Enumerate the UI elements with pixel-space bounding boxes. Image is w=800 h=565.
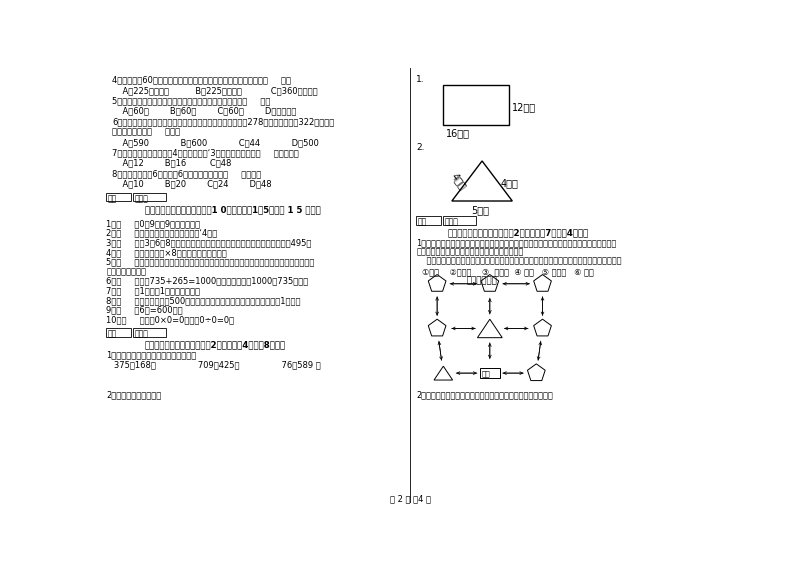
Text: A．10        B．20        C．24        D．48: A．10 B．20 C．24 D．48 xyxy=(112,180,272,189)
Text: A．12        B．16         C．48: A．12 B．16 C．48 xyxy=(112,159,232,168)
Text: A．225平方分米          B．225平方厘米           C．360平方厘米: A．225平方分米 B．225平方厘米 C．360平方厘米 xyxy=(112,86,318,95)
Bar xyxy=(480,368,500,378)
Text: 评卷人: 评卷人 xyxy=(135,194,149,203)
Text: 5．（     ）用同一条铁丝先围成一个最大的正方形，再围成一个最大的长方形，长方形和正: 5．（ ）用同一条铁丝先围成一个最大的正方形，再围成一个最大的长方形，长方形和正 xyxy=(106,258,314,267)
Text: 10．（     ）因为0×0=0，所以0÷0=0。: 10．（ ）因为0×0=0，所以0÷0=0。 xyxy=(106,315,234,324)
Text: 得分: 得分 xyxy=(418,218,427,227)
Bar xyxy=(106,328,131,337)
Text: 4．把一根长60厘米的铁丝围成一个正方形，这个正方形的面积是（     ）。: 4．把一根长60厘米的铁丝围成一个正方形，这个正方形的面积是（ ）。 xyxy=(112,76,291,85)
Bar xyxy=(443,216,476,225)
Text: 广州新电视塔高（     ）米。: 广州新电视塔高（ ）米。 xyxy=(112,128,181,137)
Text: 馆和鱼馆的场地分别在动物园的东北角和西北角。: 馆和鱼馆的场地分别在动物园的东北角和西北角。 xyxy=(416,247,523,257)
Text: 8．一个长方形长6厘米，剀6厘米，它的周长是（     ）厘米。: 8．一个长方形长6厘米，剀6厘米，它的周长是（ ）厘米。 xyxy=(112,169,262,178)
Text: 入门: 入门 xyxy=(482,371,491,377)
Text: 评卷人: 评卷人 xyxy=(445,218,458,227)
Text: 1．走进动物园大门，正北面是狮子山和熊猫馆，狮子山的东侧是飞禽馆，西侧是猴园，大象: 1．走进动物园大门，正北面是狮子山和熊猫馆，狮子山的东侧是飞禽馆，西侧是猴园，大… xyxy=(416,239,617,247)
Text: 根据小强的描述，请你把这些动物场馆所在的位置，在动物园的导游图上用序号表示出来。: 根据小强的描述，请你把这些动物场馆所在的位置，在动物园的导游图上用序号表示出来。 xyxy=(416,257,622,266)
Text: 1．竖式计算，要求验算的请写出验算。: 1．竖式计算，要求验算的请写出验算。 xyxy=(106,350,197,359)
Text: 方形的周长相等。: 方形的周长相等。 xyxy=(106,267,146,276)
Text: 5．时针从上一个数字到相邻的下一个数字，经过的时间是（     ）。: 5．时针从上一个数字到相邻的下一个数字，经过的时间是（ ）。 xyxy=(112,96,270,105)
Bar xyxy=(106,193,131,201)
Bar xyxy=(134,193,166,201)
Bar xyxy=(416,216,441,225)
Text: ①狮山    ②熊猫馆    ③  飞禽馆  ④ 猴园   ⑤ 大象馆   ⑥ 鱼馆: ①狮山 ②熊猫馆 ③ 飞禽馆 ④ 猴园 ⑤ 大象馆 ⑥ 鱼馆 xyxy=(422,268,594,277)
Text: 得分: 得分 xyxy=(108,194,117,203)
Text: 1．（     ）0．9里有9个十分之一。: 1．（ ）0．9里有9个十分之一。 xyxy=(106,219,200,228)
Text: 三、仔细推敬，正确判断（共1 0小题，每题1．5分，共 1 5 分）。: 三、仔细推敬，正确判断（共1 0小题，每题1．5分，共 1 5 分）。 xyxy=(145,205,321,214)
Text: 2．求下面图形的周长。: 2．求下面图形的周长。 xyxy=(106,390,162,399)
Text: 动物园导游图: 动物园导游图 xyxy=(466,276,498,285)
Text: 5分米: 5分米 xyxy=(471,205,490,215)
Text: 4分米: 4分米 xyxy=(450,171,469,191)
Text: 2.: 2. xyxy=(416,144,425,152)
Text: 五、认真思考，综合能力（共2小题，每题7分，共4分）。: 五、认真思考，综合能力（共2小题，每题7分，共4分）。 xyxy=(447,229,589,238)
Bar xyxy=(443,85,509,125)
Text: 4分米: 4分米 xyxy=(500,178,518,188)
Text: 6．广州新电视塔是广州市目前最高的建筑，它比中信大厦高278米，中信大厦高322米，那么: 6．广州新电视塔是广州市目前最高的建筑，它比中信大厦高278米，中信大厦高322… xyxy=(112,117,334,126)
Bar xyxy=(134,328,166,337)
Text: A．590            B．600            C．44            D．500: A．590 B．600 C．44 D．500 xyxy=(112,138,319,147)
Text: 8．（     ）小明家离学校500米，他每天上学、回家，一个来回一共要质1千米。: 8．（ ）小明家离学校500米，他每天上学、回家，一个来回一共要质1千米。 xyxy=(106,296,301,305)
Text: 3．（     ）用3、6、8这三个数字组成的最大三位数与最小三位数，它们相差495。: 3．（ ）用3、6、8这三个数字组成的最大三位数与最小三位数，它们相差495。 xyxy=(106,238,311,247)
Text: 2．（     ）正方形的周长是它的边长的‘4倍。: 2．（ ）正方形的周长是它的边长的‘4倍。 xyxy=(106,229,218,238)
Text: 12厘米: 12厘米 xyxy=(512,102,537,112)
Text: 7．一个长方形花坦的宽是4米，长是宽的‘3倍，花坦的面积是（     ）平方米。: 7．一个长方形花坦的宽是4米，长是宽的‘3倍，花坦的面积是（ ）平方米。 xyxy=(112,148,299,157)
Text: 375＋168＝                709－425＝                76＋589 ＝: 375＋168＝ 709－425＝ 76＋589 ＝ xyxy=(106,360,321,370)
Text: 16厘米: 16厘米 xyxy=(446,128,470,138)
Text: 评卷人: 评卷人 xyxy=(135,329,149,338)
Text: 四、看清题目，细心计算（共2小题，每题4分，共8分）。: 四、看清题目，细心计算（共2小题，每题4分，共8分）。 xyxy=(145,340,286,349)
Text: 2．下面是气温自测仪上记录的某天四个不同时间的气温情况：: 2．下面是气温自测仪上记录的某天四个不同时间的气温情况： xyxy=(416,390,553,399)
Text: 1.: 1. xyxy=(416,76,425,85)
Text: 6．（     ）根据735+265=1000，可以直接写出1000－735的差。: 6．（ ）根据735+265=1000，可以直接写出1000－735的差。 xyxy=(106,277,309,286)
Text: 4．（     ）一个两位数×8，积一定也是两为数。: 4．（ ）一个两位数×8，积一定也是两为数。 xyxy=(106,248,227,257)
Text: 第 2 页 共4 页: 第 2 页 共4 页 xyxy=(390,494,430,503)
Text: 得分: 得分 xyxy=(108,329,117,338)
Text: 7．（     ）1吟铁与1吟棉花一样重。: 7．（ ）1吟铁与1吟棉花一样重。 xyxy=(106,286,200,295)
Text: A．60秒        B．60分        C．60时        D．无法确定: A．60秒 B．60分 C．60时 D．无法确定 xyxy=(112,107,297,116)
Text: 9．（     ）6分=600秒。: 9．（ ）6分=600秒。 xyxy=(106,306,183,315)
